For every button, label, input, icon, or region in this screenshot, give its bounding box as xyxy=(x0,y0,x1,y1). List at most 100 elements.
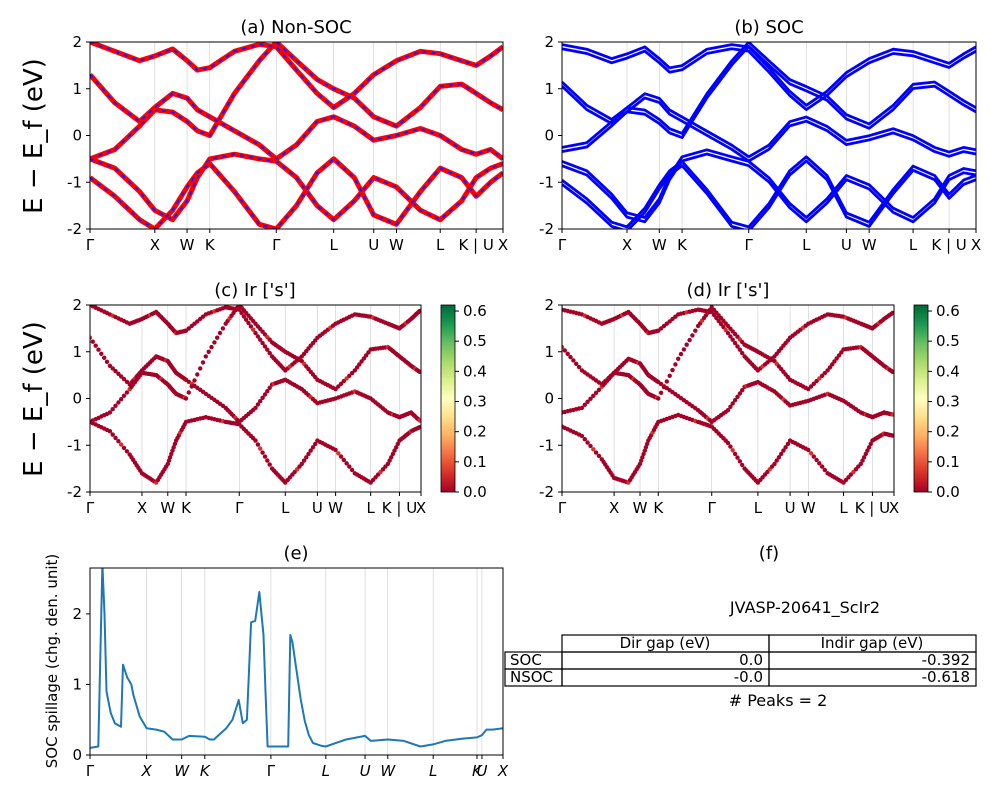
projection-dot xyxy=(822,467,827,473)
projection-dot xyxy=(718,321,724,327)
projection-dot xyxy=(643,445,649,450)
x-tick-label: Γ xyxy=(708,499,717,517)
nsoc-indir-gap: -0.618 xyxy=(922,668,970,686)
projection-dot xyxy=(811,454,816,459)
y-tick-label: 1 xyxy=(72,343,82,361)
projection-dot xyxy=(253,438,258,443)
projection-dot xyxy=(260,450,265,455)
projection-dot xyxy=(664,379,669,384)
projection-dot xyxy=(195,372,200,377)
col-header-indir-gap: Indir gap (eV) xyxy=(821,634,924,652)
projection-dot xyxy=(209,344,214,350)
projection-dot xyxy=(667,373,672,378)
soc-band-line xyxy=(562,159,976,229)
projection-dot xyxy=(728,404,733,409)
projection-dot xyxy=(166,458,172,463)
y-tick-label: -2 xyxy=(67,220,82,238)
projection-dot xyxy=(865,448,870,453)
projection-dot xyxy=(808,451,814,456)
colorbar-tick-label: 0.6 xyxy=(463,302,487,320)
projection-dot xyxy=(389,455,394,460)
projection-dot xyxy=(735,394,740,399)
projection-dot xyxy=(203,354,208,359)
colorbar-tick-label: 0.0 xyxy=(463,483,487,501)
projection-dot xyxy=(390,451,396,457)
projection-dot xyxy=(737,459,743,464)
projection-dot xyxy=(310,445,316,450)
soc-dir-gap: 0.0 xyxy=(739,651,763,669)
y-tick-label: 0 xyxy=(544,127,554,145)
projection-dot xyxy=(338,454,344,459)
projection-dot xyxy=(395,441,400,447)
projection-dot xyxy=(641,451,646,457)
projection-dot xyxy=(690,333,695,338)
projection-dot xyxy=(582,437,587,442)
x-tick-label: X xyxy=(140,762,152,780)
x-tick-label: W xyxy=(801,499,816,517)
projection-dot xyxy=(732,398,738,403)
colorbar-tick-label: 0.6 xyxy=(936,302,960,320)
x-tick-label: K xyxy=(677,236,688,254)
projection-dot xyxy=(192,378,197,383)
x-tick-label: X xyxy=(622,236,632,254)
projection-dot xyxy=(806,386,811,392)
axes-frame xyxy=(561,41,977,230)
x-tick-label: X xyxy=(497,762,509,780)
projection-dot xyxy=(781,448,786,453)
projection-dot xyxy=(740,350,745,356)
projection-dot xyxy=(119,442,124,447)
x-tick-label: X xyxy=(150,236,160,254)
projection-dot xyxy=(562,348,567,353)
nonsoc-band-dash xyxy=(90,74,503,161)
x-tick-label: U xyxy=(476,762,487,780)
projection-dot xyxy=(676,356,681,361)
peaks-count: # Peaks = 2 xyxy=(729,691,828,710)
projection-dot xyxy=(834,356,839,361)
projection-dot xyxy=(637,461,643,467)
projection-dot xyxy=(392,448,397,453)
projection-dot xyxy=(183,396,189,401)
projection-dot xyxy=(262,344,268,349)
projection-dot xyxy=(215,335,220,340)
projection-dot xyxy=(779,451,784,457)
soc-band-line xyxy=(562,155,976,229)
projection-dot xyxy=(562,344,565,350)
projection-dot xyxy=(121,376,127,382)
projection-dot xyxy=(265,347,270,352)
y-tick-label: 2 xyxy=(72,605,82,623)
projection-dot xyxy=(714,315,719,321)
projection-dot xyxy=(811,381,816,386)
projection-dot xyxy=(866,445,872,450)
table-cell xyxy=(561,651,770,670)
projection-dot xyxy=(687,337,692,343)
projection-dot xyxy=(189,384,194,389)
projection-dot xyxy=(200,360,206,365)
projection-dot xyxy=(265,458,270,463)
projection-dot xyxy=(417,425,421,430)
x-tick-label: L xyxy=(909,236,918,254)
projection-dot xyxy=(262,454,268,459)
x-tick-label: K xyxy=(200,762,211,780)
projection-dot xyxy=(349,467,355,473)
projection-dot xyxy=(301,458,307,463)
projection-dot xyxy=(819,373,825,378)
projection-dot xyxy=(119,397,124,402)
projection-dot xyxy=(267,385,272,390)
axes-frame xyxy=(89,304,422,493)
projection-dot xyxy=(239,310,244,316)
projection-dot xyxy=(255,402,261,407)
projection-dot xyxy=(124,379,130,384)
x-tick-label: L xyxy=(367,499,376,517)
projection-dot xyxy=(357,362,362,367)
projection-dot xyxy=(568,354,573,360)
projection-dot xyxy=(725,440,731,446)
projection-dot xyxy=(661,384,667,390)
band-lines xyxy=(90,42,503,229)
y-tick-label: 1 xyxy=(544,343,554,361)
x-tick-label: L xyxy=(754,499,763,517)
projection-dot xyxy=(90,339,96,344)
projection-dot xyxy=(260,395,265,400)
